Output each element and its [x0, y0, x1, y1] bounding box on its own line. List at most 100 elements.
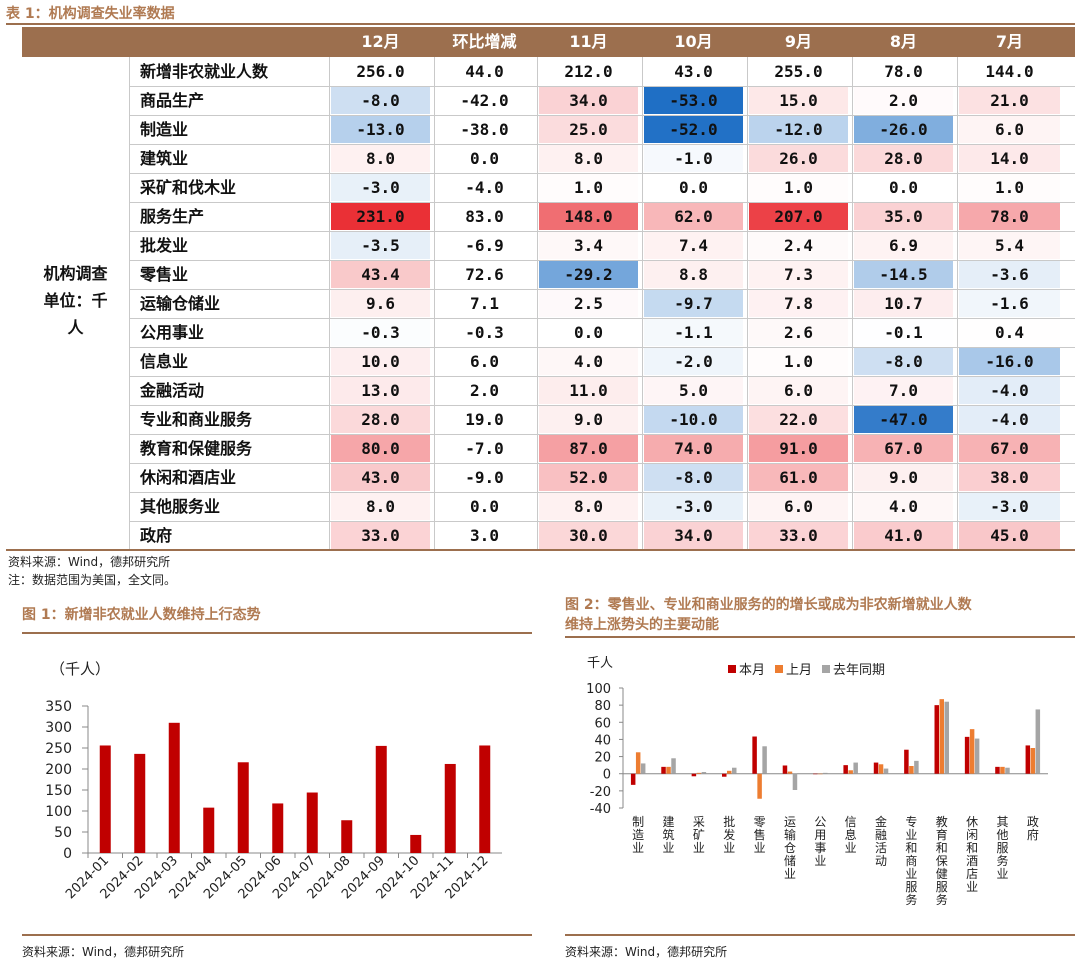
table-cell: -10.0: [644, 406, 743, 433]
fig1-bar-chart: （千人）0501001502002503003502024-012024-022…: [45, 660, 502, 902]
table-cell: 91.0: [749, 435, 848, 462]
column-divider: [434, 57, 435, 550]
table-cell: 6.0: [749, 377, 848, 404]
table-top-rule: [6, 23, 1075, 25]
table-cell: 78.0: [959, 203, 1060, 230]
fig1-top-rule: [22, 632, 532, 634]
bar: [848, 770, 853, 774]
y-tick-label: 0: [63, 846, 72, 862]
column-divider: [957, 57, 958, 550]
fig2-grouped-bar-chart: 千人 本月 上月 去年同期 -40 -20 0 20 40 60 80 100 制造业 建筑业 采矿业 批发业…: [586, 656, 1048, 907]
table-cell: -8.0: [331, 87, 430, 114]
table-cell: 9.0: [539, 406, 638, 433]
x-tick-label: 建筑业: [663, 815, 675, 855]
table-cell: 11.0: [539, 377, 638, 404]
legend-label: 本月: [739, 663, 765, 678]
table-cell: 38.0: [959, 464, 1060, 491]
table-cell: 7.1: [436, 290, 533, 317]
bar: [666, 766, 671, 774]
table-cell: 25.0: [539, 116, 638, 143]
bar: [818, 773, 823, 775]
table-cell: -26.0: [854, 116, 953, 143]
table-cell: 6.0: [959, 116, 1060, 143]
table-cell: 19.0: [436, 406, 533, 433]
table-cell: 26.0: [749, 145, 848, 172]
table-cell: -47.0: [854, 406, 953, 433]
fig1-bottom-rule: [22, 934, 532, 936]
row-label: 批发业: [140, 236, 189, 255]
row-label: 公用事业: [140, 323, 205, 342]
table-cell: 28.0: [331, 406, 430, 433]
table-cell: 33.0: [331, 522, 430, 549]
table-cell: 1.0: [959, 174, 1060, 201]
legend-label: 去年同期: [833, 663, 885, 678]
column-divider: [852, 57, 853, 550]
table-cell: 45.0: [959, 522, 1060, 549]
y-tick-label: 250: [45, 741, 72, 757]
bar: [909, 766, 914, 774]
bar: [762, 746, 767, 774]
row-divider: [129, 115, 1075, 116]
x-tick-label: 其他服务业: [996, 815, 1008, 881]
column-header: 11月: [569, 32, 608, 51]
fig2-top-rule: [565, 636, 1075, 638]
bar: [823, 772, 828, 774]
row-label: 金融活动: [140, 381, 205, 400]
y-axis-unit: （千人）: [50, 660, 110, 678]
x-tick-label: 公用事业: [814, 815, 826, 868]
y-tick-label: 200: [45, 762, 72, 778]
bar: [944, 701, 949, 774]
bar: [410, 834, 422, 853]
bar: [630, 773, 636, 785]
table-cell: -1.1: [644, 319, 743, 346]
y-tick-label: 60: [594, 716, 611, 731]
x-tick-label: 采矿业: [693, 815, 705, 855]
table-cell: -6.9: [436, 232, 533, 259]
table-cell: -9.0: [436, 464, 533, 491]
table-cell: -42.0: [436, 87, 533, 114]
row-label: 采矿和伐木业: [140, 178, 237, 197]
bar: [444, 763, 456, 853]
table-cell: 30.0: [539, 522, 638, 549]
y-tick-label: 350: [45, 699, 72, 715]
table-cell: 35.0: [854, 203, 953, 230]
y-tick-label: 50: [54, 825, 72, 841]
column-header: 8月: [889, 32, 918, 51]
x-tick-label: 信息业: [845, 815, 857, 855]
row-divider: [129, 86, 1075, 87]
table-cell: -4.0: [959, 406, 1060, 433]
table-cell: -12.0: [749, 116, 848, 143]
table-cell: -3.0: [959, 493, 1060, 520]
table-cell: -8.0: [644, 464, 743, 491]
table-source: 资料来源：Wind，德邦研究所: [8, 555, 171, 569]
table-cell: -14.5: [854, 261, 953, 288]
table-cell: 0.4: [959, 319, 1060, 346]
table-cell: 256.0: [331, 58, 430, 85]
bar: [635, 752, 641, 774]
row-divider: [129, 521, 1075, 522]
row-label: 信息业: [140, 352, 189, 371]
column-header: 7月: [995, 32, 1024, 51]
table-cell: -3.5: [331, 232, 430, 259]
x-tick-label: 休闲和酒店业: [966, 815, 978, 894]
bar: [853, 762, 858, 774]
table-cell: -2.0: [644, 348, 743, 375]
row-label: 零售业: [140, 265, 189, 284]
table-cell: 8.8: [644, 261, 743, 288]
y-axis-unit: 千人: [587, 656, 613, 671]
bar: [203, 807, 215, 853]
bar: [964, 736, 970, 774]
table-cell: 255.0: [749, 58, 848, 85]
row-label: 其他服务业: [140, 497, 221, 516]
column-divider: [129, 57, 130, 550]
table-cell: 43.4: [331, 261, 430, 288]
column-header: 10月: [674, 32, 713, 51]
table-cell: 41.0: [854, 522, 953, 549]
table-cell: 8.0: [331, 493, 430, 520]
bar: [813, 773, 818, 775]
table-cell: -16.0: [959, 348, 1060, 375]
bar: [1005, 767, 1010, 774]
table-cell: 212.0: [539, 58, 638, 85]
table-bottom-rule: [6, 549, 1075, 551]
table-cell: 34.0: [539, 87, 638, 114]
